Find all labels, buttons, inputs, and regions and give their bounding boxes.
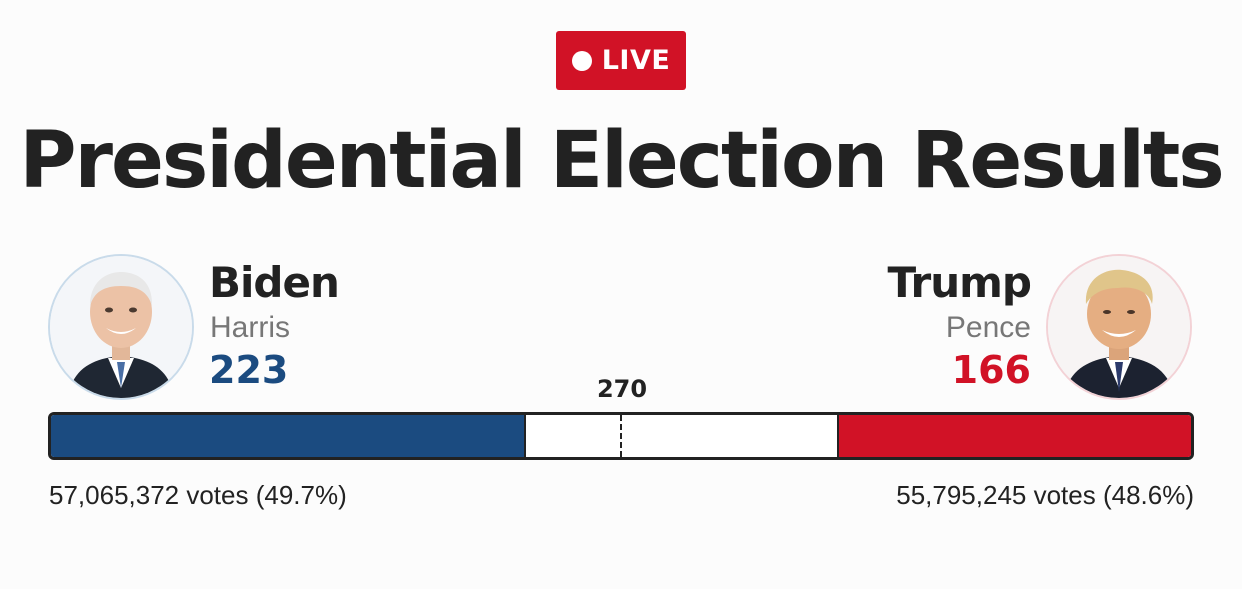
- threshold-label: 270: [596, 375, 648, 403]
- candidate-portrait-icon: [50, 256, 192, 398]
- candidate-right-bar-fill: [837, 415, 1191, 457]
- threshold-marker: [620, 415, 622, 457]
- candidate-right-avatar: [1046, 254, 1192, 400]
- page-title: Presidential Election Results: [19, 116, 1224, 206]
- live-dot-icon: [571, 50, 592, 71]
- candidate-left-electoral-votes: 223: [209, 348, 289, 392]
- electoral-results-bar: [48, 412, 1194, 460]
- candidate-left-running-mate: Harris: [210, 311, 290, 344]
- live-badge: LIVE: [556, 31, 686, 90]
- candidate-right-popular-votes: 55,795,245 votes (48.6%): [896, 480, 1194, 510]
- candidate-portrait-icon: [1048, 256, 1190, 398]
- candidate-left-bar-fill: [51, 415, 526, 457]
- live-badge-label: LIVE: [601, 45, 671, 76]
- candidate-right-running-mate: Pence: [945, 311, 1031, 344]
- candidate-right-name: Trump: [887, 258, 1032, 307]
- candidate-left-popular-votes: 57,065,372 votes (49.7%): [49, 480, 347, 510]
- candidate-right-electoral-votes: 166: [951, 348, 1031, 392]
- candidate-left-name: Biden: [209, 258, 340, 307]
- candidate-left-avatar: [48, 254, 194, 400]
